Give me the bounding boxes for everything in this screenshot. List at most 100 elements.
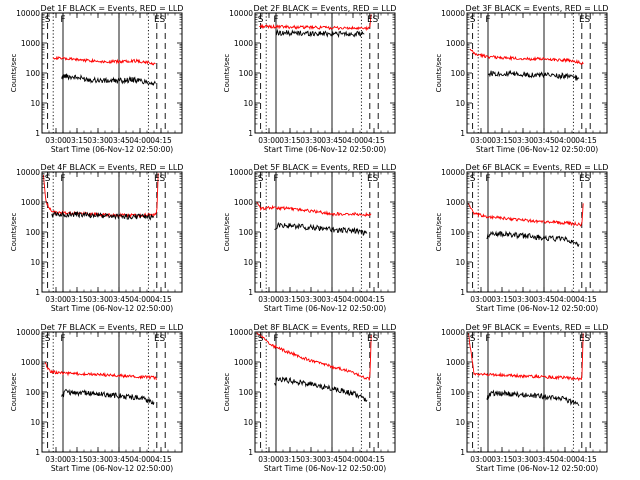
- x-tick-label: 03:45: [321, 455, 343, 464]
- x-tick-label: 04:15: [363, 455, 385, 464]
- y-tick-label: 10000: [229, 168, 253, 177]
- lld-series: [467, 203, 584, 227]
- x-tick-label: 03:00: [45, 295, 67, 304]
- x-axis-label: Start Time (06-Nov-12 02:50:00): [476, 304, 598, 313]
- x-tick-label: 03:00: [45, 136, 67, 145]
- detector-panel-8: 1 10 100 1000 10000 03:00 03:15 03:30 03:45 04:00…: [223, 323, 396, 473]
- x-tick-label: 03:30: [300, 136, 322, 145]
- panel-title: Det 6F BLACK = Events, RED = LLD: [466, 163, 609, 172]
- x-tick-label: 03:00: [45, 455, 67, 464]
- x-tick-label: 04:00: [342, 295, 364, 304]
- y-tick-label: 1000: [446, 198, 465, 207]
- y-tick-label: 1: [35, 448, 40, 457]
- events-series: [61, 73, 156, 87]
- x-axis-label: Start Time (06-Nov-12 02:50:00): [476, 145, 598, 154]
- x-tick-label: 03:00: [258, 455, 280, 464]
- x-tick-label: 04:00: [129, 455, 151, 464]
- detector-panel-6: 1 10 100 1000 10000 03:00 03:15 03:30 03:45 04:00…: [435, 163, 608, 313]
- phase-marker: S: [160, 174, 166, 184]
- panel-title: Det 1F BLACK = Events, RED = LLD: [41, 4, 184, 13]
- phase-marker: S: [45, 15, 51, 25]
- events-series: [487, 69, 580, 82]
- phase-marker: S: [258, 15, 264, 25]
- y-axis-label: Counts/sec: [10, 373, 18, 412]
- x-tick-label: 04:00: [554, 455, 576, 464]
- detector-panel-9: 1 10 100 1000 10000 03:00 03:15 03:30 03:45 04:00…: [435, 323, 608, 473]
- y-tick-label: 100: [451, 69, 466, 78]
- detector-panel-4: 1 10 100 1000 10000 03:00 03:15 03:30 03:45 04:00…: [10, 163, 183, 313]
- panel-title: Det 3F BLACK = Events, RED = LLD: [466, 4, 609, 13]
- phase-marker: F: [60, 15, 65, 25]
- x-tick-label: 03:30: [87, 455, 109, 464]
- x-tick-label: 03:45: [533, 455, 555, 464]
- x-tick-label: 03:45: [108, 136, 130, 145]
- y-tick-label: 1: [460, 129, 465, 138]
- lld-series: [467, 333, 584, 382]
- x-tick-label: 04:15: [575, 136, 597, 145]
- y-tick-label: 1: [248, 129, 253, 138]
- x-tick-label: 03:00: [470, 455, 492, 464]
- events-series: [275, 28, 365, 39]
- y-tick-label: 1: [248, 448, 253, 457]
- phase-marker: E: [579, 15, 585, 25]
- y-tick-label: 10000: [441, 328, 465, 337]
- y-tick-label: 100: [239, 69, 254, 78]
- x-tick-label: 03:30: [512, 136, 534, 145]
- x-tick-label: 03:15: [66, 455, 88, 464]
- x-tick-label: 03:30: [87, 136, 109, 145]
- x-tick-label: 04:00: [342, 455, 364, 464]
- y-axis-label: Counts/sec: [435, 213, 443, 252]
- y-tick-label: 100: [239, 228, 254, 237]
- y-tick-label: 10: [455, 258, 465, 267]
- y-axis-label: Counts/sec: [223, 54, 231, 93]
- y-tick-label: 1: [35, 288, 40, 297]
- x-tick-label: 04:00: [129, 136, 151, 145]
- detector-panel-1: 1 10 100 1000 10000 03:00 03:15 03:30 03:45 04:00…: [10, 4, 183, 154]
- phase-marker: S: [258, 174, 264, 184]
- events-series: [486, 230, 580, 247]
- events-series: [51, 210, 155, 221]
- phase-marker: S: [160, 15, 166, 25]
- y-tick-label: 100: [451, 228, 466, 237]
- phase-marker: S: [585, 334, 591, 344]
- x-tick-label: 04:15: [363, 136, 385, 145]
- y-tick-label: 10: [30, 99, 40, 108]
- x-axis-label: Start Time (06-Nov-12 02:50:00): [264, 304, 386, 313]
- y-tick-label: 1: [460, 448, 465, 457]
- x-tick-label: 04:15: [575, 295, 597, 304]
- y-tick-label: 10: [30, 418, 40, 427]
- phase-marker: F: [485, 15, 490, 25]
- y-tick-label: 100: [26, 69, 41, 78]
- y-tick-label: 1000: [446, 358, 465, 367]
- y-tick-label: 10000: [16, 9, 40, 18]
- y-tick-label: 1000: [21, 39, 40, 48]
- x-tick-label: 03:45: [321, 136, 343, 145]
- x-tick-label: 04:15: [150, 136, 172, 145]
- lld-series: [52, 56, 156, 66]
- x-tick-label: 04:15: [575, 455, 597, 464]
- y-axis-label: Counts/sec: [223, 373, 231, 412]
- lld-series: [469, 48, 584, 66]
- phase-marker: F: [273, 334, 278, 344]
- y-tick-label: 1000: [234, 39, 253, 48]
- x-tick-label: 03:00: [470, 136, 492, 145]
- panel-title: Det 5F BLACK = Events, RED = LLD: [254, 163, 397, 172]
- y-axis-label: Counts/sec: [435, 54, 443, 93]
- x-tick-label: 03:00: [258, 295, 280, 304]
- y-tick-label: 1: [460, 288, 465, 297]
- phase-marker: E: [154, 334, 160, 344]
- phase-marker: S: [258, 334, 264, 344]
- lld-series: [44, 362, 158, 381]
- x-tick-label: 04:15: [150, 295, 172, 304]
- x-tick-label: 03:45: [533, 295, 555, 304]
- phase-marker: F: [273, 174, 278, 184]
- panel-title: Det 7F BLACK = Events, RED = LLD: [41, 323, 184, 332]
- x-tick-label: 03:15: [491, 136, 513, 145]
- y-axis-label: Counts/sec: [223, 213, 231, 252]
- phase-marker: S: [160, 334, 166, 344]
- y-tick-label: 1000: [446, 39, 465, 48]
- x-tick-label: 03:15: [279, 136, 301, 145]
- detector-panel-5: 1 10 100 1000 10000 03:00 03:15 03:30 03:45 04:00…: [223, 163, 396, 313]
- x-axis-label: Start Time (06-Nov-12 02:50:00): [264, 145, 386, 154]
- phase-marker: S: [373, 174, 379, 184]
